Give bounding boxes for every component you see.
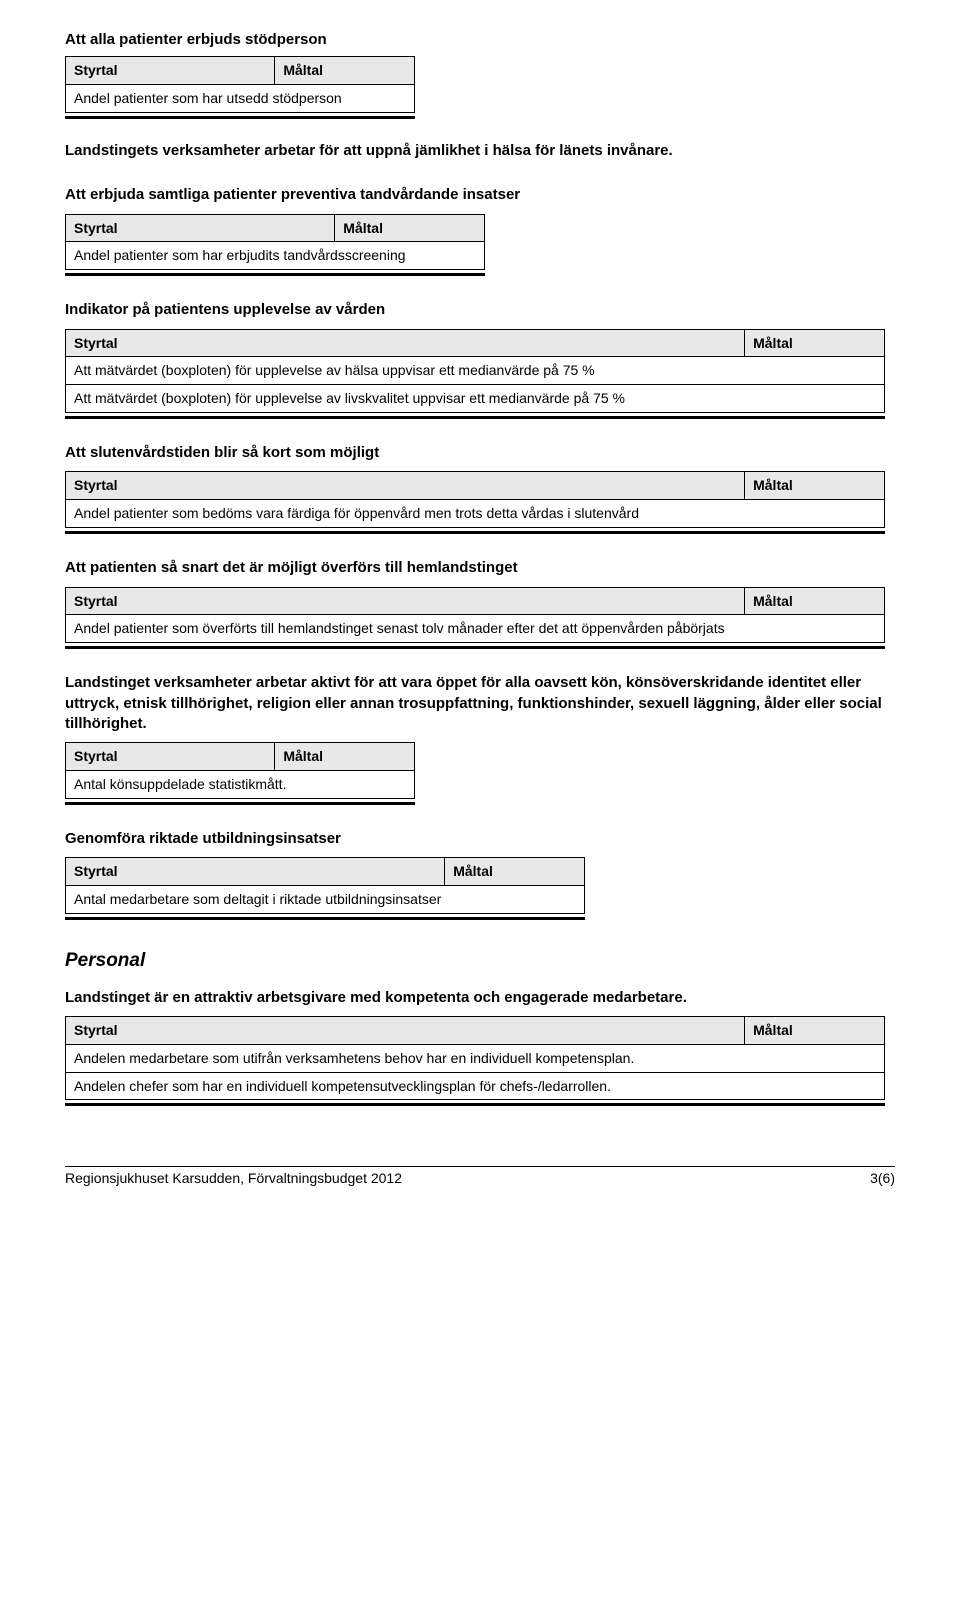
section-heading: Att alla patienter erbjuds stödperson [65, 30, 895, 50]
table-underline [65, 416, 885, 419]
section-heading: Landstinget verksamheter arbetar aktivt … [65, 673, 895, 734]
metric-row: Andel patienter som bedöms vara färdiga … [66, 500, 885, 528]
table-underline [65, 116, 415, 119]
metric-table: Styrtal Måltal Andel patienter som bedöm… [65, 471, 885, 528]
footer-right: 3(6) [870, 1169, 895, 1188]
col-styrtal-header: Styrtal [66, 472, 745, 500]
col-maltal-header: Måltal [335, 214, 485, 242]
col-maltal-header: Måltal [745, 329, 885, 357]
section-heading: Att patienten så snart det är möjligt öv… [65, 558, 895, 578]
col-maltal-header: Måltal [275, 743, 415, 771]
metric-row: Andelen chefer som har en individuell ko… [66, 1072, 885, 1100]
metric-row: Andelen medarbetare som utifrån verksamh… [66, 1044, 885, 1072]
metric-table: Styrtal Måltal Antal könsuppdelade stati… [65, 742, 415, 799]
footer-left: Regionsjukhuset Karsudden, Förvaltningsb… [65, 1169, 402, 1188]
metric-row: Andel patienter som har erbjudits tandvå… [66, 242, 485, 270]
table-underline [65, 531, 885, 534]
category-heading: Personal [65, 948, 895, 974]
col-styrtal-header: Styrtal [66, 587, 745, 615]
table-underline [65, 646, 885, 649]
col-maltal-header: Måltal [745, 1016, 885, 1044]
metric-table: Styrtal Måltal Andel patienter som har e… [65, 214, 485, 271]
table-underline [65, 1103, 885, 1106]
table-underline [65, 802, 415, 805]
metric-row: Antal könsuppdelade statistikmått. [66, 770, 415, 798]
col-maltal-header: Måltal [445, 858, 585, 886]
metric-row: Att mätvärdet (boxploten) för upplevelse… [66, 385, 885, 413]
metric-row: Andel patienter som överförts till hemla… [66, 615, 885, 643]
metric-table: Styrtal Måltal Antal medarbetare som del… [65, 857, 585, 914]
metric-table: Styrtal Måltal Andelen medarbetare som u… [65, 1016, 885, 1101]
col-styrtal-header: Styrtal [66, 1016, 745, 1044]
col-styrtal-header: Styrtal [66, 743, 275, 771]
col-styrtal-header: Styrtal [66, 329, 745, 357]
section-heading: Att erbjuda samtliga patienter preventiv… [65, 185, 895, 205]
page-footer: Regionsjukhuset Karsudden, Förvaltningsb… [65, 1167, 895, 1188]
section-heading: Genomföra riktade utbildningsinsatser [65, 829, 895, 849]
table-underline [65, 917, 585, 920]
metric-row: Antal medarbetare som deltagit i riktade… [66, 885, 585, 913]
metric-row: Andel patienter som har utsedd stödperso… [66, 85, 415, 113]
metric-table: Styrtal Måltal Andel patienter som har u… [65, 56, 415, 113]
col-styrtal-header: Styrtal [66, 858, 445, 886]
metric-row: Att mätvärdet (boxploten) för upplevelse… [66, 357, 885, 385]
col-styrtal-header: Styrtal [66, 214, 335, 242]
col-styrtal-header: Styrtal [66, 57, 275, 85]
col-maltal-header: Måltal [745, 587, 885, 615]
section-heading: Att slutenvårdstiden blir så kort som mö… [65, 443, 895, 463]
metric-table: Styrtal Måltal Att mätvärdet (boxploten)… [65, 329, 885, 414]
col-maltal-header: Måltal [275, 57, 415, 85]
table-underline [65, 273, 485, 276]
metric-table: Styrtal Måltal Andel patienter som överf… [65, 587, 885, 644]
col-maltal-header: Måltal [745, 472, 885, 500]
section-heading: Indikator på patientens upplevelse av vå… [65, 300, 895, 320]
section-heading: Landstinget är en attraktiv arbetsgivare… [65, 988, 895, 1008]
section-heading: Landstingets verksamheter arbetar för at… [65, 141, 895, 161]
